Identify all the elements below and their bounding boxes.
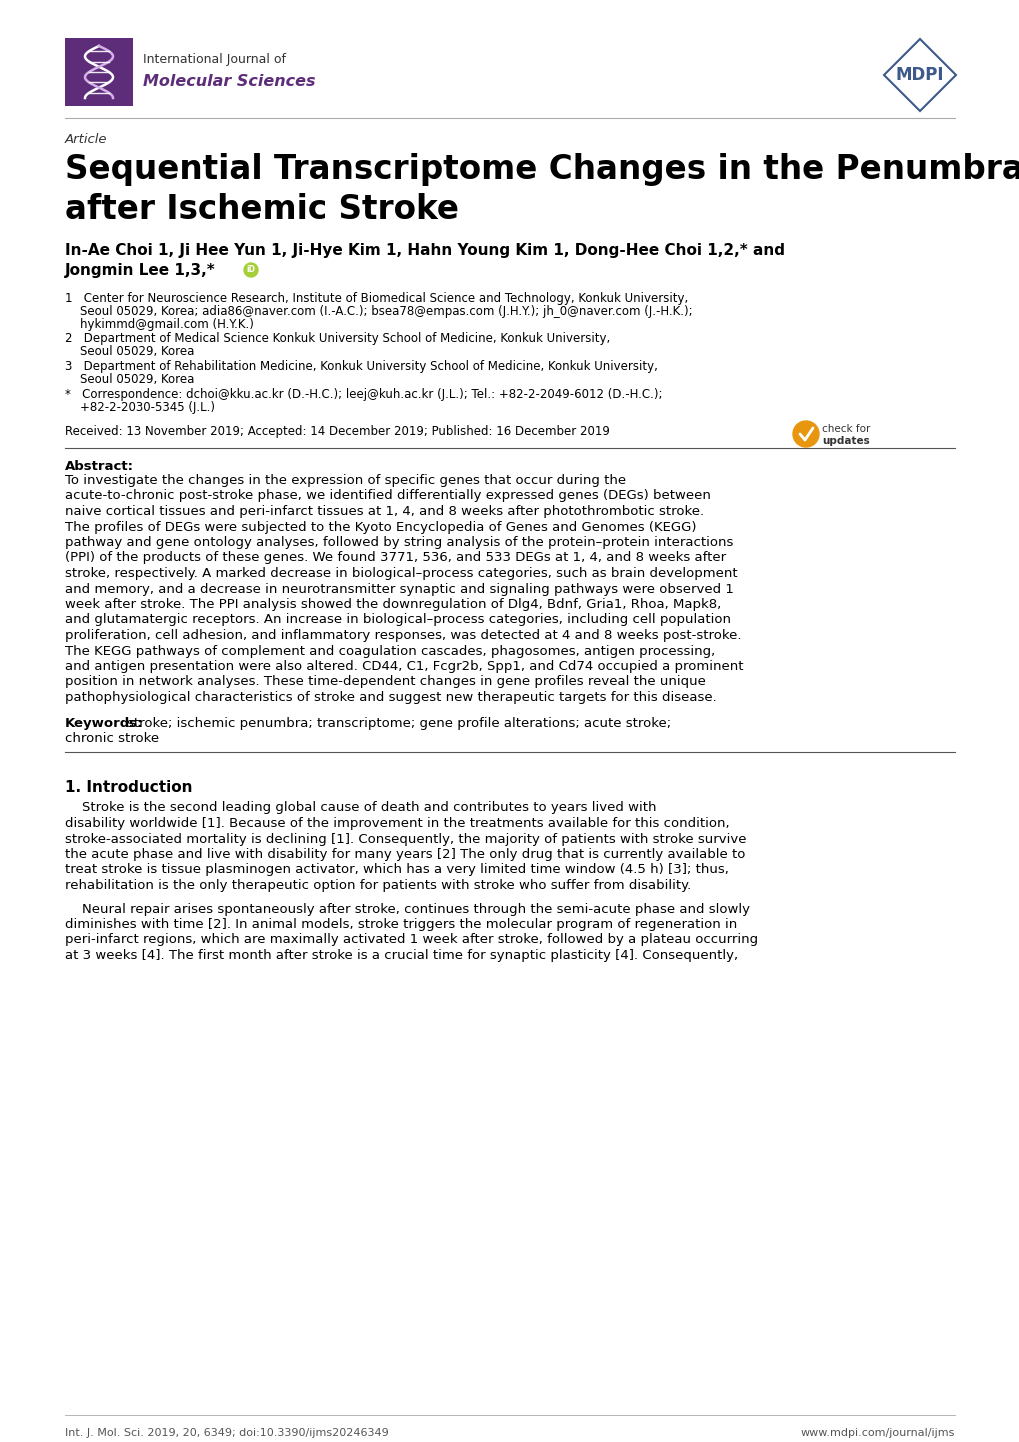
Text: Stroke is the second leading global cause of death and contributes to years live: Stroke is the second leading global caus… [65,802,656,815]
Text: 2   Department of Medical Science Konkuk University School of Medicine, Konkuk U: 2 Department of Medical Science Konkuk U… [65,332,609,345]
Text: The KEGG pathways of complement and coagulation cascades, phagosomes, antigen pr: The KEGG pathways of complement and coag… [65,645,714,658]
Text: Sequential Transcriptome Changes in the Penumbra: Sequential Transcriptome Changes in the … [65,153,1019,186]
Text: To investigate the changes in the expression of specific genes that occur during: To investigate the changes in the expres… [65,474,626,487]
Text: stroke, respectively. A marked decrease in biological–process categories, such a: stroke, respectively. A marked decrease … [65,567,737,580]
Text: 3   Department of Rehabilitation Medicine, Konkuk University School of Medicine,: 3 Department of Rehabilitation Medicine,… [65,360,657,373]
Text: iD: iD [247,265,255,274]
Text: In-Ae Choi 1, Ji Hee Yun 1, Ji-Hye Kim 1, Hahn Young Kim 1, Dong-Hee Choi 1,2,* : In-Ae Choi 1, Ji Hee Yun 1, Ji-Hye Kim 1… [65,244,785,258]
Text: International Journal of: International Journal of [143,53,285,66]
Text: Molecular Sciences: Molecular Sciences [143,74,315,88]
Text: chronic stroke: chronic stroke [65,731,159,744]
Text: diminishes with time [2]. In animal models, stroke triggers the molecular progra: diminishes with time [2]. In animal mode… [65,919,737,932]
Text: www.mdpi.com/journal/ijms: www.mdpi.com/journal/ijms [800,1428,954,1438]
Text: treat stroke is tissue plasminogen activator, which has a very limited time wind: treat stroke is tissue plasminogen activ… [65,864,729,877]
Text: Int. J. Mol. Sci. 2019, 20, 6349; doi:10.3390/ijms20246349: Int. J. Mol. Sci. 2019, 20, 6349; doi:10… [65,1428,388,1438]
Text: check for: check for [821,424,869,434]
Text: pathway and gene ontology analyses, followed by string analysis of the protein–p: pathway and gene ontology analyses, foll… [65,536,733,549]
Text: peri-infarct regions, which are maximally activated 1 week after stroke, followe: peri-infarct regions, which are maximall… [65,933,757,946]
Text: 1   Center for Neuroscience Research, Institute of Biomedical Science and Techno: 1 Center for Neuroscience Research, Inst… [65,291,688,306]
Text: pathophysiological characteristics of stroke and suggest new therapeutic targets: pathophysiological characteristics of st… [65,691,716,704]
Text: and glutamatergic receptors. An increase in biological–process categories, inclu: and glutamatergic receptors. An increase… [65,613,731,626]
Text: hykimmd@gmail.com (H.Y.K.): hykimmd@gmail.com (H.Y.K.) [65,319,254,332]
Text: *   Correspondence: dchoi@kku.ac.kr (D.-H.C.); leej@kuh.ac.kr (J.L.); Tel.: +82-: * Correspondence: dchoi@kku.ac.kr (D.-H.… [65,388,662,401]
Text: stroke-associated mortality is declining [1]. Consequently, the majority of pati: stroke-associated mortality is declining… [65,832,746,845]
Text: the acute phase and live with disability for many years [2] The only drug that i: the acute phase and live with disability… [65,848,745,861]
Text: after Ischemic Stroke: after Ischemic Stroke [65,193,459,226]
FancyBboxPatch shape [65,37,132,107]
Text: Seoul 05029, Korea: Seoul 05029, Korea [65,345,195,358]
Text: 1. Introduction: 1. Introduction [65,780,193,795]
Text: and memory, and a decrease in neurotransmitter synaptic and signaling pathways w: and memory, and a decrease in neurotrans… [65,583,733,596]
Text: rehabilitation is the only therapeutic option for patients with stroke who suffe: rehabilitation is the only therapeutic o… [65,880,691,893]
Text: Seoul 05029, Korea: Seoul 05029, Korea [65,373,195,386]
Text: proliferation, cell adhesion, and inflammatory responses, was detected at 4 and : proliferation, cell adhesion, and inflam… [65,629,741,642]
Text: +82-2-2030-5345 (J.L.): +82-2-2030-5345 (J.L.) [65,401,215,414]
Text: at 3 weeks [4]. The first month after stroke is a crucial time for synaptic plas: at 3 weeks [4]. The first month after st… [65,949,738,962]
Circle shape [244,262,258,277]
Circle shape [792,421,818,447]
Text: updates: updates [821,435,869,446]
Text: The profiles of DEGs were subjected to the Kyoto Encyclopedia of Genes and Genom: The profiles of DEGs were subjected to t… [65,521,696,534]
Text: and antigen presentation were also altered. CD44, C1, Fcgr2b, Spp1, and Cd74 occ: and antigen presentation were also alter… [65,660,743,673]
Text: Keywords:: Keywords: [65,717,144,730]
Text: Jongmin Lee 1,3,*: Jongmin Lee 1,3,* [65,262,216,278]
Text: MDPI: MDPI [895,66,944,84]
Text: Received: 13 November 2019; Accepted: 14 December 2019; Published: 16 December 2: Received: 13 November 2019; Accepted: 14… [65,425,609,438]
Text: Neural repair arises spontaneously after stroke, continues through the semi-acut: Neural repair arises spontaneously after… [65,903,749,916]
Text: (PPI) of the products of these genes. We found 3771, 536, and 533 DEGs at 1, 4, : (PPI) of the products of these genes. We… [65,551,726,564]
Text: week after stroke. The PPI analysis showed the downregulation of Dlg4, Bdnf, Gri: week after stroke. The PPI analysis show… [65,598,720,611]
Text: position in network analyses. These time-dependent changes in gene profiles reve: position in network analyses. These time… [65,675,705,688]
Text: naive cortical tissues and peri-infarct tissues at 1, 4, and 8 weeks after photo: naive cortical tissues and peri-infarct … [65,505,703,518]
Text: Seoul 05029, Korea; adia86@naver.com (I.-A.C.); bsea78@empas.com (J.H.Y.); jh_0@: Seoul 05029, Korea; adia86@naver.com (I.… [65,306,692,319]
Text: disability worldwide [1]. Because of the improvement in the treatments available: disability worldwide [1]. Because of the… [65,818,729,831]
Text: stroke; ischemic penumbra; transcriptome; gene profile alterations; acute stroke: stroke; ischemic penumbra; transcriptome… [127,717,671,730]
Text: acute-to-chronic post-stroke phase, we identified differentially expressed genes: acute-to-chronic post-stroke phase, we i… [65,489,710,502]
Text: Abstract:: Abstract: [65,460,133,473]
Text: Article: Article [65,133,107,146]
